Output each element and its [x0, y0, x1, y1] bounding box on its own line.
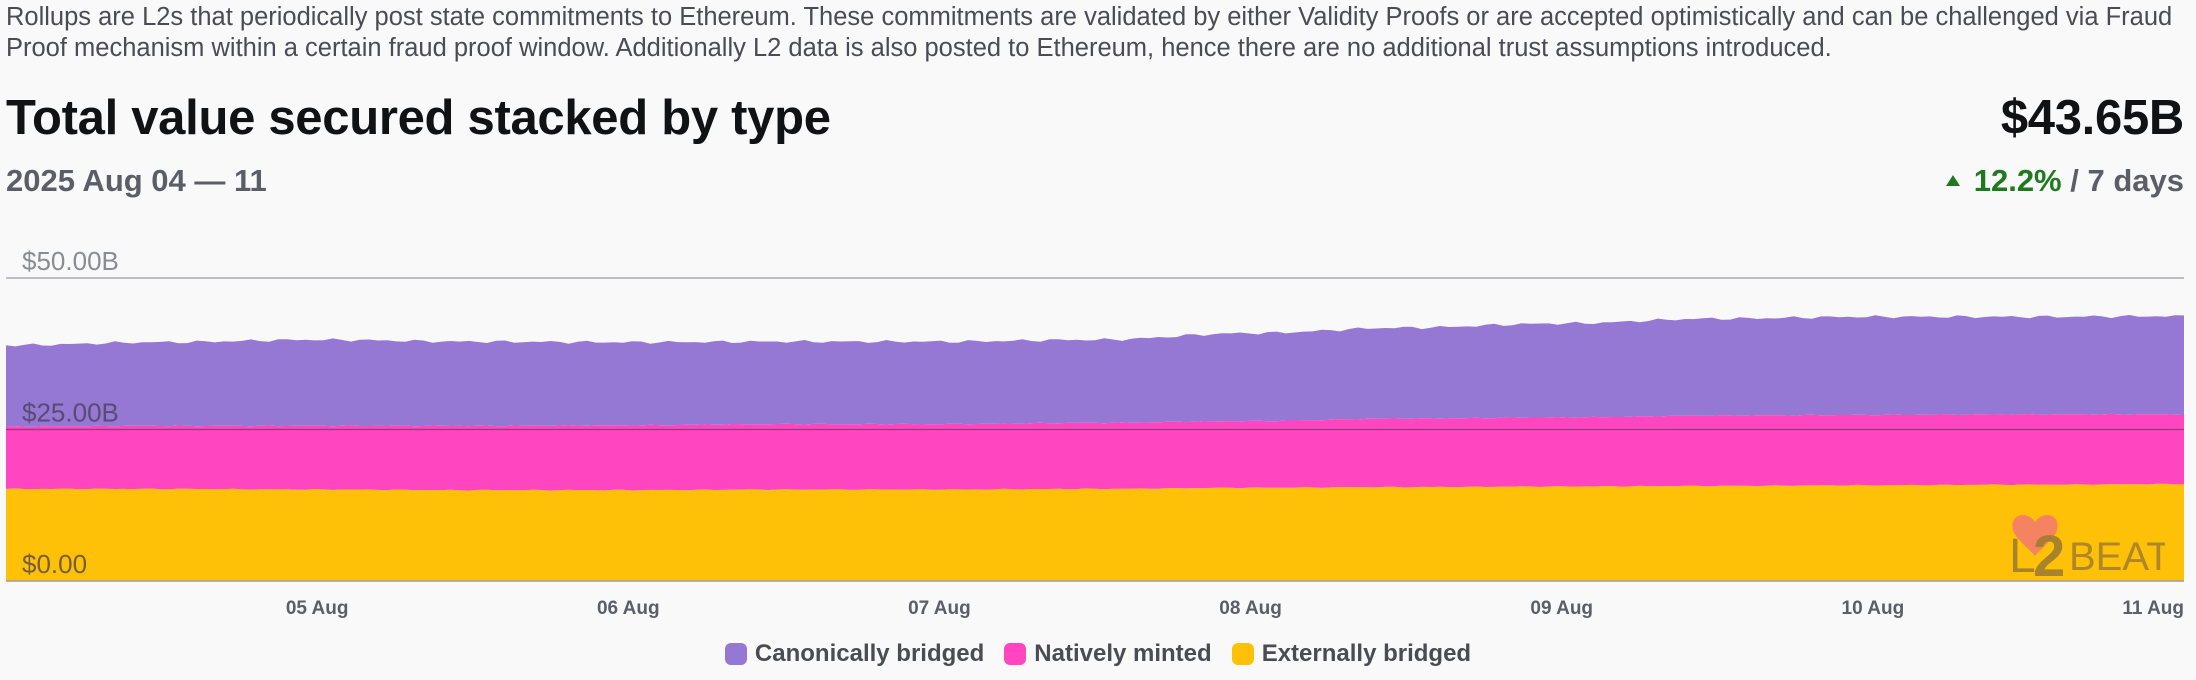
- legend-swatch-native: [1004, 643, 1027, 665]
- y-tick-label: $50.00B: [22, 246, 119, 276]
- area-canonically-bridged: [6, 315, 2184, 427]
- stacked-area-chart[interactable]: $0.00 $25.00B $50.00B 05 Aug 06 Aug 07 Aug 08 …: [0, 0, 2196, 635]
- x-tick-label: 05 Aug: [286, 598, 349, 619]
- x-tick-label: 07 Aug: [908, 598, 971, 619]
- legend-item-canonical[interactable]: Canonically bridged: [724, 640, 985, 668]
- date-range: 2025 Aug 04 — 11: [6, 163, 267, 198]
- total-value: $43.65B: [2000, 91, 2184, 145]
- l2beat-logo: L 2 BEAT: [2009, 515, 2165, 578]
- chart-legend: Canonically bridged Natively minted Exte…: [0, 640, 2196, 668]
- area-natively-minted: [6, 413, 2184, 491]
- x-tick-label: 11 Aug: [2122, 598, 2184, 619]
- legend-swatch-canonical: [724, 643, 747, 665]
- change-period: / 7 days: [2070, 163, 2184, 198]
- legend-swatch-external: [1231, 643, 1254, 665]
- y-tick-label: $0.00: [22, 549, 87, 579]
- legend-item-external[interactable]: Externally bridged: [1231, 640, 1472, 668]
- svg-text:L: L: [2009, 530, 2036, 578]
- y-tick-label: $25.00B: [22, 398, 119, 428]
- legend-label-native: Natively minted: [1034, 640, 1212, 667]
- x-tick-label: 09 Aug: [1530, 598, 1593, 619]
- legend-item-native[interactable]: Natively minted: [1004, 640, 1212, 668]
- svg-text:BEAT: BEAT: [2069, 535, 2165, 578]
- x-tick-label: 10 Aug: [1842, 598, 1905, 619]
- chart-title: Total value secured stacked by type: [6, 91, 831, 145]
- description-text: Rollups are L2s that periodically post s…: [6, 3, 2173, 62]
- change-percent: 12.2%: [1973, 163, 2062, 198]
- change-indicator: 12.2% / 7 days: [1945, 163, 2184, 199]
- area-externally-bridged: [6, 483, 2184, 581]
- x-tick-label: 06 Aug: [597, 598, 660, 619]
- legend-label-external: Externally bridged: [1261, 640, 1472, 667]
- arrow-up-icon: [1945, 175, 1960, 186]
- legend-label-canonical: Canonically bridged: [754, 640, 985, 667]
- x-tick-label: 08 Aug: [1219, 598, 1282, 619]
- svg-text:2: 2: [2033, 524, 2065, 578]
